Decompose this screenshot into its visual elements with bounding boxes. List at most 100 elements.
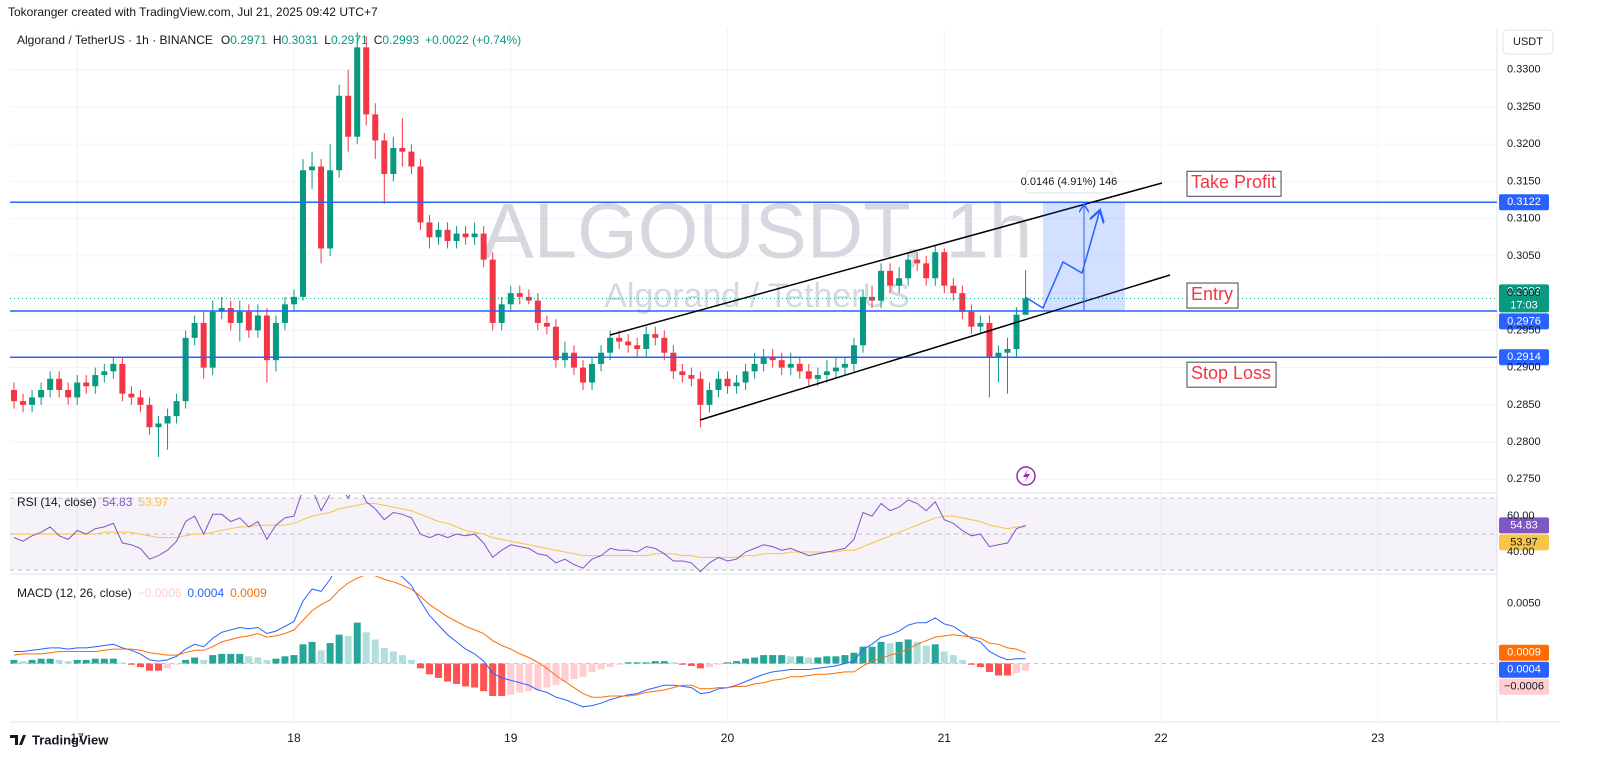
y-tick-label: 0.3100	[1507, 213, 1541, 225]
candle-body	[227, 308, 234, 323]
rsi-title: RSI (14, close)	[17, 495, 96, 509]
macd-histogram-bar	[651, 661, 659, 664]
macd-histogram-bar	[724, 662, 732, 664]
rsi-value-label: 54.83	[1510, 519, 1538, 531]
measure-label-box	[1025, 170, 1113, 194]
macd-histogram-bar	[751, 657, 759, 664]
macd-histogram-bar	[191, 657, 199, 664]
macd-histogram-bar	[805, 657, 813, 664]
symbol-legend: Algorand / TetherUS · 1h · BINANCE O0.297…	[17, 33, 521, 47]
candle-body	[47, 378, 54, 390]
measure-label: 0.0146 (4.91%) 146	[1021, 176, 1118, 188]
candle-body	[155, 423, 162, 428]
x-tick-label: 18	[287, 731, 301, 745]
candle-body	[959, 293, 966, 312]
candle-body	[697, 378, 704, 405]
candle-body	[399, 147, 406, 152]
rsi-value-label-box	[1499, 517, 1549, 534]
candle-body	[20, 401, 27, 405]
macd-histogram-bar	[155, 663, 163, 671]
macd-histogram-bar	[335, 634, 343, 664]
candle-body	[38, 389, 45, 398]
candle-body	[236, 311, 243, 323]
macd-histogram-bar	[958, 659, 966, 664]
macd-histogram-bar	[416, 663, 424, 669]
macd-histogram-bar	[200, 659, 208, 664]
candle-body	[634, 345, 641, 350]
macd-histogram-bar	[705, 663, 713, 668]
candle-body	[869, 296, 876, 301]
candle-body	[101, 371, 108, 376]
rsi-legend-value: 53.97	[138, 495, 168, 509]
macd-histogram-bar	[850, 652, 858, 664]
macd-histogram-bar	[73, 659, 81, 664]
last-price-label: 0.2993	[1507, 285, 1541, 297]
macd-histogram-bar	[10, 659, 18, 664]
candle-body	[363, 47, 370, 115]
x-tick-label: 17	[71, 731, 85, 745]
macd-histogram-bar	[245, 656, 253, 664]
macd-histogram-bar	[344, 635, 352, 664]
macd-histogram-bar	[462, 663, 470, 687]
projection	[1024, 210, 1100, 310]
candle-body	[896, 278, 903, 286]
macd-histogram-bar	[136, 663, 144, 668]
macd-histogram-bar	[696, 663, 704, 669]
last-price-label-box	[1499, 284, 1549, 313]
change: +0.0022 (+0.74%)	[425, 33, 521, 47]
macd-histogram-bar	[760, 655, 768, 664]
y-tick-label: 0.3250	[1507, 101, 1541, 113]
last-price-label: 17:03	[1510, 299, 1538, 311]
credit: Tokoranger created with TradingView.com,…	[8, 5, 378, 19]
y-tick-label: 0.2750	[1507, 473, 1541, 485]
macd-histogram-bar	[127, 663, 135, 665]
candle-body	[859, 296, 866, 346]
y-tick-label: 0.2850	[1507, 399, 1541, 411]
macd-histogram-bar	[398, 655, 406, 664]
candle-body	[607, 337, 614, 353]
macd-histogram-bar	[353, 622, 361, 664]
ohlc-value: 0.2993	[382, 33, 419, 47]
candle-body	[1022, 298, 1029, 315]
rsi-band	[10, 498, 1497, 571]
macd-histogram-bar	[516, 663, 524, 693]
x-tick-label: 20	[721, 731, 735, 745]
macd-histogram-bar	[254, 657, 262, 664]
candle-body	[354, 47, 361, 137]
candle-body	[272, 322, 279, 361]
macd-histogram-bar	[46, 658, 54, 664]
y-tick-label: 0.3150	[1507, 175, 1541, 187]
candle-body	[670, 352, 677, 372]
macd-line	[13, 576, 1026, 698]
macd-hist-label: −0.0006	[1504, 681, 1544, 693]
candle-body	[254, 315, 261, 331]
level-price-label-box	[1499, 194, 1549, 211]
watermark-name: Algorand / TetherUS	[604, 277, 910, 315]
macd-histogram-bar	[308, 641, 316, 664]
macd-histogram-bar	[164, 663, 172, 669]
macd-value-label: 0.0004	[1507, 664, 1541, 676]
level-name: Stop Loss	[1191, 363, 1271, 383]
candle-body	[995, 352, 1002, 357]
candle-body	[878, 270, 885, 301]
macd-histogram-bar	[326, 643, 334, 664]
macd-legend-value: 0.0009	[230, 586, 267, 600]
macd-histogram-bar	[227, 653, 235, 664]
macd-histogram-bar	[796, 656, 804, 664]
y-tick-label: 60.00	[1507, 510, 1535, 522]
y-tick-label: 0.3300	[1507, 64, 1541, 76]
rsi-pane	[10, 495, 1497, 573]
candle-body	[417, 166, 424, 223]
macd-histogram-bar	[579, 663, 587, 677]
candle-body	[336, 95, 343, 171]
currency-button[interactable]	[1502, 29, 1554, 55]
watermark-symbol: ALGOUSDT, 1h	[482, 187, 1033, 275]
macd-histogram-bar	[209, 655, 217, 664]
candle-body	[245, 311, 252, 331]
ohlc-label: L	[324, 33, 331, 47]
macd-histogram-bar	[552, 663, 560, 686]
x-tick-label: 21	[938, 731, 952, 745]
macd-title: MACD (12, 26, close)	[17, 586, 132, 600]
candle-body	[498, 304, 505, 323]
y-tick-label: 0.3050	[1507, 250, 1541, 262]
